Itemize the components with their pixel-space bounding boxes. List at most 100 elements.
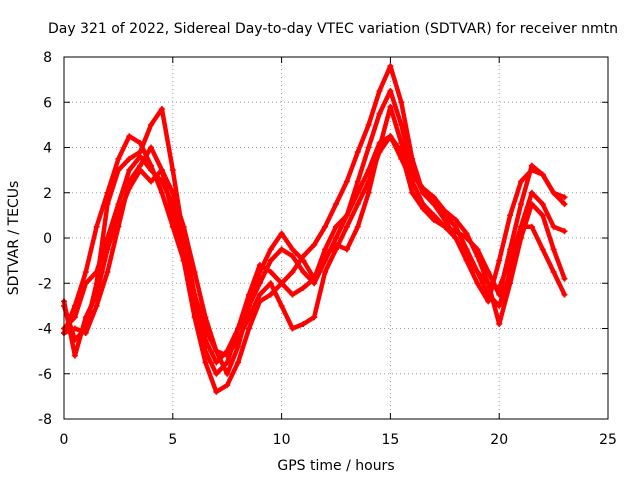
data-point-track-d [441, 207, 448, 214]
data-point-track-e [474, 268, 481, 275]
data-point-track-a [343, 178, 350, 185]
data-point-track-d [539, 212, 546, 219]
data-point-track-d [420, 185, 427, 192]
data-point-track-e [245, 325, 252, 332]
data-point-track-a [213, 370, 220, 377]
data-point-track-c [224, 352, 231, 359]
data-point-track-c [256, 291, 263, 298]
data-point-track-e [148, 144, 155, 151]
data-point-track-b [430, 201, 437, 208]
data-point-track-e [289, 291, 296, 298]
data-point-track-e [539, 246, 546, 253]
data-point-track-c [496, 291, 503, 298]
data-point-track-c [126, 167, 133, 174]
data-point-track-d [180, 223, 187, 230]
data-point-track-a [485, 298, 492, 305]
data-point-track-c [191, 291, 198, 298]
data-point-track-a [158, 189, 165, 196]
series-track-d [61, 104, 567, 377]
data-point-track-e [430, 216, 437, 223]
data-point-track-c [300, 320, 307, 327]
data-point-track-c [115, 201, 122, 208]
data-point-track-a [365, 121, 372, 128]
axis-tick-labels: 0 5 10 15 20 25 -8 -6 -4 -2 0 2 4 6 8 [38, 50, 617, 448]
data-point-track-a [289, 268, 296, 275]
data-point-track-e [387, 133, 394, 140]
data-point-track-d [463, 230, 470, 237]
data-point-track-d [267, 246, 274, 253]
chart-title: Day 321 of 2022, Sidereal Day-to-day VTE… [48, 21, 618, 37]
data-point-track-e [354, 189, 361, 196]
data-point-track-a [496, 257, 503, 264]
data-point-track-b [158, 106, 165, 113]
data-point-track-a [311, 241, 318, 248]
data-point-track-b [376, 110, 383, 117]
data-point-track-d [245, 302, 252, 309]
data-point-track-c [550, 189, 557, 196]
data-point-track-d [256, 268, 263, 275]
data-point-track-c [528, 162, 535, 169]
data-point-track-c [93, 268, 100, 275]
y-tick-label: -8 [38, 412, 52, 428]
data-point-track-e [322, 246, 329, 253]
data-point-track-d [343, 246, 350, 253]
data-point-track-c [278, 302, 285, 309]
data-point-track-c [311, 314, 318, 321]
data-point-track-c [539, 171, 546, 178]
data-point-track-a [398, 99, 405, 106]
data-point-track-e [333, 223, 339, 230]
data-point-track-a [376, 87, 383, 94]
y-tick-label: 6 [43, 95, 52, 111]
data-point-track-b [387, 87, 394, 94]
y-tick-label: 2 [43, 186, 52, 202]
data-point-track-e [126, 178, 133, 185]
data-point-track-e [82, 330, 89, 337]
data-point-track-e [93, 302, 100, 309]
data-point-track-a [267, 268, 274, 275]
data-point-track-a [333, 201, 339, 208]
data-point-track-c [267, 280, 274, 287]
data-point-track-d [507, 280, 514, 287]
data-point-track-d [224, 370, 231, 377]
data-point-track-e [398, 149, 405, 156]
data-point-track-e [517, 223, 524, 230]
plot-area [61, 63, 568, 395]
data-point-track-e [496, 284, 503, 291]
data-point-track-d [387, 103, 394, 110]
data-point-track-d [409, 171, 416, 178]
data-point-track-b [528, 189, 535, 196]
data-point-track-d [496, 320, 503, 327]
data-point-track-e [213, 388, 220, 395]
data-point-track-e [104, 268, 111, 275]
data-point-track-d [354, 223, 361, 230]
data-point-track-d [528, 201, 535, 208]
y-tick-label: 4 [43, 141, 52, 157]
data-point-track-e [376, 139, 383, 146]
data-point-track-e [267, 291, 274, 298]
data-point-track-d [82, 314, 89, 321]
data-point-track-b [398, 121, 405, 128]
data-point-track-c [354, 201, 361, 208]
data-point-track-b [333, 235, 339, 241]
data-point-track-e [191, 314, 198, 321]
data-point-track-b [278, 246, 285, 253]
data-point-track-a [93, 223, 100, 230]
data-point-track-e [224, 382, 231, 389]
data-point-track-d [202, 314, 209, 321]
data-point-track-b [169, 167, 176, 174]
data-point-track-a [115, 155, 122, 162]
data-point-track-a [507, 212, 514, 219]
data-point-track-d [104, 246, 111, 253]
data-point-track-b [354, 178, 361, 185]
data-point-track-d [561, 275, 568, 282]
data-point-track-c [561, 194, 568, 201]
data-point-track-b [115, 167, 122, 174]
data-point-track-b [539, 201, 546, 208]
data-point-track-b [213, 359, 220, 366]
data-point-track-e [137, 162, 144, 169]
series-track-b [61, 88, 567, 365]
data-point-track-c [485, 268, 492, 275]
data-point-track-e [561, 291, 568, 298]
data-point-track-c [71, 314, 78, 321]
